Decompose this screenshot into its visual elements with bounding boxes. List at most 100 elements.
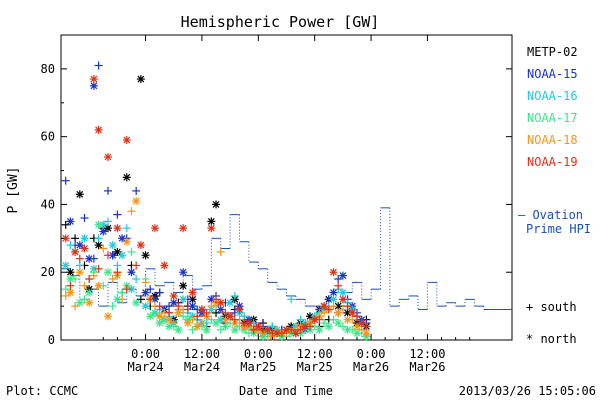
marker-south xyxy=(334,275,343,283)
star-d2 xyxy=(71,248,79,256)
star-d2 xyxy=(231,326,239,334)
star-d2 xyxy=(254,323,262,330)
marker-south xyxy=(169,319,178,328)
marker-south xyxy=(165,308,174,317)
marker-north xyxy=(226,298,235,307)
legend-ovation-label-1: — Ovation xyxy=(518,208,583,222)
footer-timestamp: 2013/03/26 15:05:06 xyxy=(459,384,596,398)
marker-south xyxy=(85,275,94,283)
marker-north xyxy=(273,329,282,338)
star-d2 xyxy=(189,295,196,303)
star-d2 xyxy=(207,295,215,303)
marker-north xyxy=(155,312,164,321)
star-d2 xyxy=(142,302,149,310)
marker-south xyxy=(132,261,141,270)
marker-south xyxy=(94,234,103,243)
marker-north xyxy=(348,308,357,317)
marker-north xyxy=(61,234,70,243)
star-d2 xyxy=(113,248,121,256)
marker-north xyxy=(207,295,216,304)
marker-south xyxy=(75,261,84,270)
marker-north xyxy=(66,268,75,277)
marker-south xyxy=(155,288,164,297)
data-markers xyxy=(61,61,371,341)
marker-south xyxy=(352,312,361,321)
star-d2 xyxy=(146,312,154,320)
star-d2 xyxy=(320,302,328,310)
star-d2 xyxy=(109,241,117,249)
marker-south xyxy=(71,302,80,311)
y-tick-label: 40 xyxy=(41,197,55,211)
marker-south xyxy=(127,207,136,216)
marker-north xyxy=(66,275,75,283)
star-d2 xyxy=(113,295,121,303)
marker-south xyxy=(216,247,225,256)
marker-north xyxy=(334,319,343,328)
star-d2 xyxy=(330,268,337,276)
marker-north xyxy=(94,281,103,290)
marker-south xyxy=(197,319,206,328)
marker-north xyxy=(141,302,150,311)
marker-north xyxy=(343,325,352,334)
star-d2 xyxy=(104,153,112,161)
marker-south xyxy=(80,281,89,290)
star-d2 xyxy=(339,295,347,303)
marker-south xyxy=(61,285,70,294)
star-d2 xyxy=(315,326,323,334)
marker-north xyxy=(343,315,352,324)
star-d2 xyxy=(128,268,135,276)
legend-entry: NOAA-18 xyxy=(527,133,578,147)
marker-north xyxy=(202,325,211,334)
star-d2 xyxy=(325,323,333,330)
marker-south xyxy=(122,224,131,233)
marker-north xyxy=(118,234,127,243)
star-d2 xyxy=(123,173,131,181)
legend-entry: METP-02 xyxy=(527,45,578,59)
star-d2 xyxy=(353,323,361,330)
y-axis-ticks: 0 20 40 60 80 xyxy=(41,34,512,347)
star-d2 xyxy=(339,272,347,280)
star-d2 xyxy=(179,224,187,232)
marker-south xyxy=(193,312,202,321)
star-d2 xyxy=(339,289,347,296)
star-d2 xyxy=(184,319,192,327)
star-d2 xyxy=(90,82,98,90)
star-d2 xyxy=(311,316,319,324)
star-d2 xyxy=(123,238,131,246)
star-d2 xyxy=(348,309,356,317)
marker-north xyxy=(136,75,145,84)
marker-south xyxy=(127,247,136,256)
star-d2 xyxy=(170,292,178,300)
star-d2 xyxy=(156,312,164,320)
x-tick-label-time: 12:00 xyxy=(184,347,220,361)
marker-north xyxy=(352,329,361,338)
marker-north xyxy=(94,241,103,250)
star-d2 xyxy=(104,224,112,232)
marker-south xyxy=(212,308,221,317)
marker-north xyxy=(188,302,197,311)
marker-south xyxy=(179,312,188,321)
marker-north xyxy=(80,244,89,253)
star-d2 xyxy=(358,319,366,327)
star-d2 xyxy=(165,316,173,324)
star-d2 xyxy=(118,251,126,259)
marker-south xyxy=(338,305,347,314)
star-d2 xyxy=(76,268,84,276)
marker-north xyxy=(216,305,225,314)
marker-north xyxy=(169,291,178,300)
marker-north xyxy=(85,254,94,263)
marker-south xyxy=(146,295,155,304)
star-d2 xyxy=(217,306,225,313)
marker-south xyxy=(320,319,329,328)
marker-south xyxy=(136,295,145,304)
star-d2 xyxy=(179,268,187,276)
star-d2 xyxy=(165,323,173,330)
legend-entry: NOAA-15 xyxy=(527,67,578,81)
x-tick-label-time: 0:00 xyxy=(244,347,273,361)
star-d2 xyxy=(203,326,211,334)
marker-north xyxy=(221,315,230,324)
marker-north xyxy=(75,241,84,250)
star-d2 xyxy=(283,326,290,334)
star-d2 xyxy=(222,323,229,330)
marker-north xyxy=(329,295,338,304)
